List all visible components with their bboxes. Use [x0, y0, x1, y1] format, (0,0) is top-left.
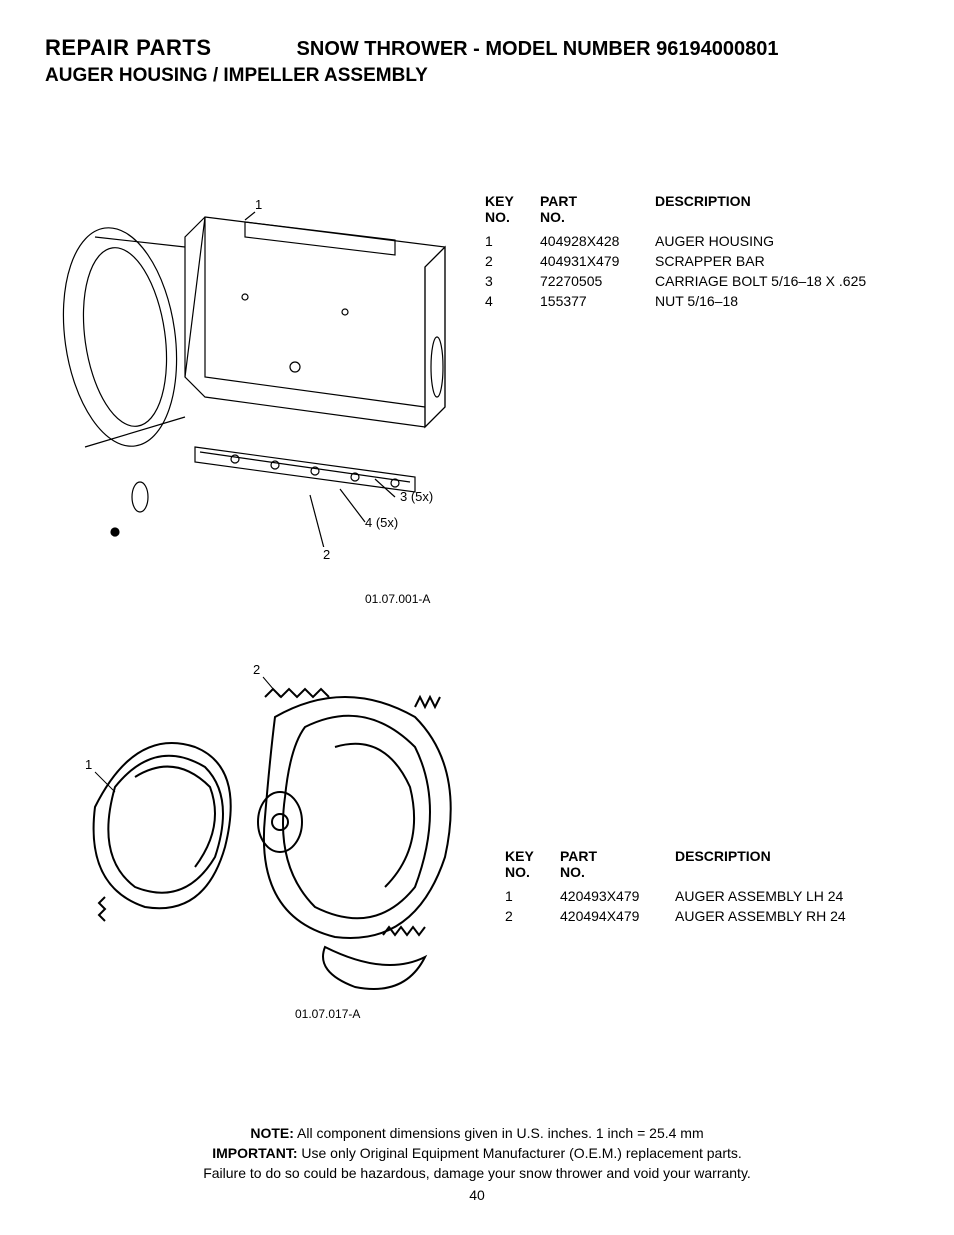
- note-label: NOTE:: [250, 1125, 294, 1141]
- section-auger-assembly: 1 2 01.07.017-A KEYNO. PARTNO. DESCRIPTI…: [45, 637, 909, 1017]
- cell-part: 155377: [540, 291, 655, 311]
- header-key: KEYNO.: [505, 848, 560, 880]
- cell-key: 2: [505, 906, 560, 926]
- important-text: Use only Original Equipment Manufacturer…: [298, 1145, 742, 1161]
- note-line: NOTE: All component dimensions given in …: [0, 1123, 954, 1143]
- diagram-auger-area: 1 2 01.07.017-A: [45, 637, 485, 1017]
- callout-2: 2: [323, 547, 330, 562]
- table-header-1: KEYNO. PARTNO. DESCRIPTION: [485, 193, 866, 225]
- cell-part: 404931X479: [540, 251, 655, 271]
- cell-desc: NUT 5/16–18: [655, 291, 866, 311]
- footer: NOTE: All component dimensions given in …: [0, 1123, 954, 1205]
- note-text: All component dimensions given in U.S. i…: [294, 1125, 704, 1141]
- callout-1: 1: [255, 197, 262, 212]
- header-desc: DESCRIPTION: [675, 848, 846, 880]
- parts-table-1: KEYNO. PARTNO. DESCRIPTION 1 404928X428 …: [485, 193, 866, 311]
- cell-part: 420494X479: [560, 906, 675, 926]
- diagram-id-1: 01.07.001-A: [365, 592, 430, 606]
- table-row: 2 420494X479 AUGER ASSEMBLY RH 24: [505, 906, 846, 926]
- cell-desc: CARRIAGE BOLT 5/16–18 X .625: [655, 271, 866, 291]
- important-label: IMPORTANT:: [212, 1145, 297, 1161]
- callout-2b: 2: [253, 662, 260, 677]
- warning-line: Failure to do so could be hazardous, dam…: [0, 1163, 954, 1183]
- cell-desc: AUGER ASSEMBLY LH 24: [675, 886, 846, 906]
- cell-part: 404928X428: [540, 231, 655, 251]
- cell-part: 420493X479: [560, 886, 675, 906]
- model-number: 96194000801: [656, 38, 778, 60]
- table-row: 2 404931X479 SCRAPPER BAR: [485, 251, 866, 271]
- cell-desc: SCRAPPER BAR: [655, 251, 866, 271]
- table-row: 1 420493X479 AUGER ASSEMBLY LH 24: [505, 886, 846, 906]
- parts-table-2: KEYNO. PARTNO. DESCRIPTION 1 420493X479 …: [505, 848, 846, 926]
- callout-1b: 1: [85, 757, 92, 772]
- header-line1: REPAIR PARTS SNOW THROWER - MODEL NUMBER…: [45, 35, 909, 61]
- cell-key: 1: [485, 231, 540, 251]
- repair-parts-label: REPAIR PARTS: [45, 35, 212, 61]
- callout-4: 4 (5x): [365, 515, 398, 530]
- header-key: KEYNO.: [485, 193, 540, 225]
- header-part: PARTNO.: [540, 193, 655, 225]
- diagram-id-2: 01.07.017-A: [295, 1007, 360, 1021]
- title-prefix: SNOW THROWER - MODEL NUMBER: [297, 38, 657, 60]
- header-part: PARTNO.: [560, 848, 675, 880]
- header-title: SNOW THROWER - MODEL NUMBER 96194000801: [297, 38, 779, 61]
- cell-key: 1: [505, 886, 560, 906]
- section-auger-housing: 1 3 (5x) 4 (5x) 2 01.07.001-A KEYNO. PAR…: [45, 117, 909, 547]
- cell-part: 72270505: [540, 271, 655, 291]
- callout-3: 3 (5x): [400, 489, 433, 504]
- subtitle: AUGER HOUSING / IMPELLER ASSEMBLY: [45, 65, 909, 87]
- auger-assembly-diagram: [45, 637, 485, 1017]
- cell-key: 4: [485, 291, 540, 311]
- cell-desc: AUGER HOUSING: [655, 231, 866, 251]
- page-number: 40: [0, 1185, 954, 1205]
- table-row: 4 155377 NUT 5/16–18: [485, 291, 866, 311]
- diagram-housing-area: 1 3 (5x) 4 (5x) 2 01.07.001-A: [45, 117, 465, 547]
- important-line: IMPORTANT: Use only Original Equipment M…: [0, 1143, 954, 1163]
- table-header-2: KEYNO. PARTNO. DESCRIPTION: [505, 848, 846, 880]
- cell-desc: AUGER ASSEMBLY RH 24: [675, 906, 846, 926]
- auger-housing-diagram: [45, 117, 465, 547]
- table-row: 1 404928X428 AUGER HOUSING: [485, 231, 866, 251]
- table-row: 3 72270505 CARRIAGE BOLT 5/16–18 X .625: [485, 271, 866, 291]
- header-desc: DESCRIPTION: [655, 193, 866, 225]
- cell-key: 2: [485, 251, 540, 271]
- cell-key: 3: [485, 271, 540, 291]
